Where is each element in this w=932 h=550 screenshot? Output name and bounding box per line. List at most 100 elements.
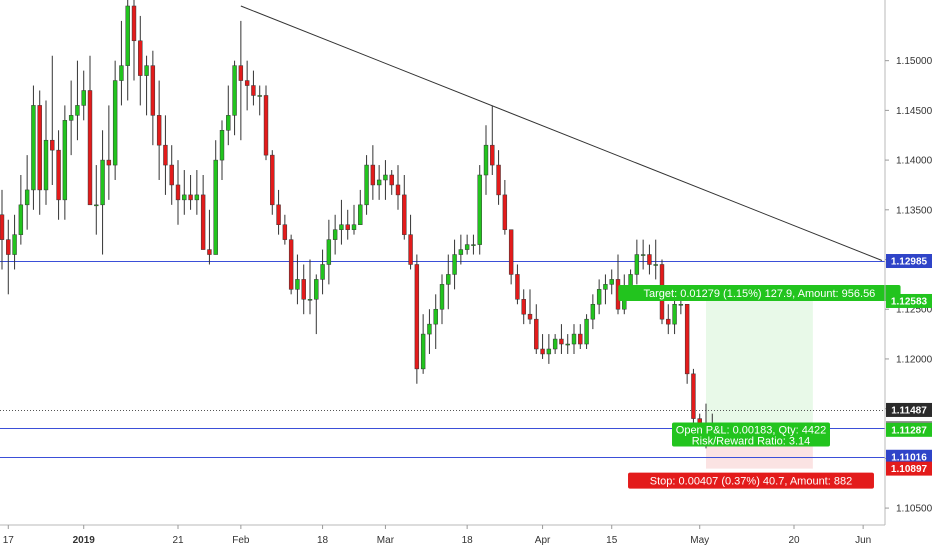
candle-body xyxy=(207,249,212,255)
candle-body xyxy=(678,304,684,306)
drawing-lines-layer[interactable] xyxy=(0,5,885,458)
price-badge-label: 1.11487 xyxy=(891,405,927,416)
y-tick-label: 1.15000 xyxy=(896,56,932,67)
candle-body xyxy=(131,5,137,42)
candle-body xyxy=(257,95,262,97)
candle-body xyxy=(288,239,294,290)
x-tick-label: 20 xyxy=(788,535,800,546)
y-tick-label: 1.14500 xyxy=(896,106,932,117)
x-tick-label: 18 xyxy=(317,535,329,546)
candle-body xyxy=(596,289,602,305)
candle-body xyxy=(395,184,401,196)
candle-body xyxy=(640,254,646,256)
candle-body xyxy=(150,65,156,116)
candle-body xyxy=(684,304,690,375)
candle-body xyxy=(565,343,570,346)
candle-body xyxy=(647,254,652,265)
candle-body xyxy=(320,264,325,280)
candle-body xyxy=(433,308,438,325)
candle-body xyxy=(18,204,24,235)
candle-body xyxy=(50,139,55,151)
candle-body xyxy=(251,85,256,96)
candle-body xyxy=(326,239,332,265)
candle-body xyxy=(452,254,457,275)
candle-body xyxy=(200,194,206,250)
candle-body xyxy=(339,224,344,230)
price-badge xyxy=(886,422,932,437)
candle-body xyxy=(446,274,451,285)
candle-body xyxy=(270,154,275,206)
candle-body xyxy=(634,254,640,275)
candle-body xyxy=(691,373,696,419)
candle-body xyxy=(81,90,86,106)
candle-body xyxy=(175,184,181,201)
candle-body xyxy=(100,159,105,206)
candle-body xyxy=(483,144,489,176)
candle-body xyxy=(376,179,382,186)
x-tick-label: May xyxy=(690,535,709,546)
x-tick-label: Mar xyxy=(377,535,395,546)
price-badge-label: 1.11016 xyxy=(891,452,927,463)
time-axis[interactable]: 17 2019 21 Feb 18 Mar 18 Apr 15 May 20 Jun xyxy=(3,525,871,546)
candle-body xyxy=(427,323,432,335)
candle-body xyxy=(666,318,671,325)
risk-reward-label: Risk/Reward Ratio: 3.14 xyxy=(692,436,811,448)
trend-line[interactable] xyxy=(240,5,883,261)
price-badge-label: 1.12985 xyxy=(891,257,928,268)
target-label: Target: 0.01279 (1.15%) 127.9, Amount: 9… xyxy=(644,288,876,300)
candle-body xyxy=(301,279,306,300)
candle-body xyxy=(156,115,162,146)
candle-body xyxy=(471,244,476,246)
candle-body xyxy=(439,284,445,310)
candle-body xyxy=(282,224,288,240)
candle-body xyxy=(144,65,149,76)
candle-body xyxy=(559,338,564,345)
candle-body xyxy=(571,333,577,345)
candle-body xyxy=(182,194,187,201)
candle-body xyxy=(464,244,470,250)
price-badge xyxy=(886,461,932,476)
candle-body xyxy=(75,105,80,116)
price-badge xyxy=(886,402,932,417)
price-badge xyxy=(886,254,932,269)
candle-body xyxy=(263,95,269,156)
candle-body xyxy=(276,204,281,225)
candle-body xyxy=(87,90,93,206)
candle-body xyxy=(68,115,74,121)
y-tick-label: 1.12500 xyxy=(896,305,932,316)
candle-body xyxy=(358,204,363,225)
candle-body xyxy=(389,174,394,186)
candle-body xyxy=(508,229,514,275)
candle-body xyxy=(125,5,130,66)
open-pnl-label: Open P&L: 0.00183, Qty: 4422 xyxy=(676,425,826,437)
target-label-box xyxy=(618,284,901,301)
candle-body xyxy=(590,304,596,320)
x-tick-label: 18 xyxy=(462,535,474,546)
candle-body xyxy=(490,144,495,166)
candle-body xyxy=(552,338,558,350)
price-badge xyxy=(886,449,932,464)
price-badge xyxy=(886,293,932,308)
y-tick-label: 1.14000 xyxy=(896,156,932,167)
target-zone[interactable] xyxy=(706,300,813,428)
candle-body xyxy=(213,159,218,255)
candle-body xyxy=(458,249,464,255)
x-tick-label: Apr xyxy=(535,535,551,546)
candle-body xyxy=(402,194,407,235)
candle-body xyxy=(546,348,552,355)
open-pnl-box xyxy=(672,422,830,447)
candle-body xyxy=(314,279,319,300)
price-badge-label: 1.12583 xyxy=(891,296,928,307)
candle-body xyxy=(527,313,533,320)
candle-body xyxy=(521,299,526,315)
candle-body xyxy=(603,284,608,290)
candle-body xyxy=(351,224,357,230)
candle-body xyxy=(31,105,36,191)
candle-body xyxy=(138,40,143,76)
candle-body xyxy=(383,174,388,181)
candle-body xyxy=(226,115,231,131)
candle-body xyxy=(345,224,350,230)
candle-body xyxy=(106,159,112,166)
